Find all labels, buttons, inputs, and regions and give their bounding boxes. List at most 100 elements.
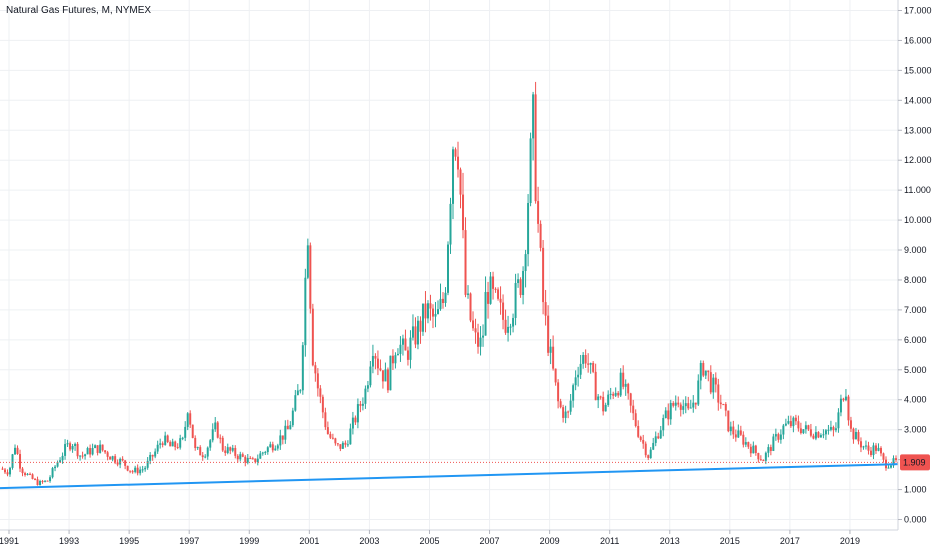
candle-body (864, 445, 867, 447)
candle-body (306, 245, 309, 278)
candle-body (472, 320, 475, 329)
candle-body (214, 422, 217, 430)
candle-body (549, 346, 552, 353)
candle-body (709, 372, 712, 393)
candle-body (489, 276, 492, 304)
candle-body (722, 404, 725, 406)
candle-body (156, 444, 159, 452)
candle-body (16, 447, 19, 455)
candle-body (356, 404, 359, 423)
candle-body (249, 457, 252, 459)
candle-body (344, 442, 347, 445)
candle-body (226, 447, 229, 453)
candle-body (582, 354, 585, 364)
candle-body (527, 202, 530, 255)
candle-body (51, 468, 54, 478)
candle-body (824, 430, 827, 435)
candle-body (647, 455, 650, 459)
candle-body (101, 444, 104, 451)
candle-body (514, 283, 517, 318)
candle-body (669, 402, 672, 420)
candle-body (474, 328, 477, 333)
x-tick-label: 1993 (59, 536, 79, 546)
candle-body (457, 156, 460, 170)
candle-body (757, 453, 760, 460)
candle-body (797, 421, 800, 429)
candle-body (79, 455, 82, 457)
candle-body (569, 400, 572, 412)
y-tick-label: 14.000 (904, 95, 932, 105)
candle-body (431, 308, 434, 317)
candle-body (654, 436, 657, 443)
candle-body (822, 434, 825, 436)
candle-body (46, 480, 49, 482)
candle-body (627, 383, 630, 394)
candle-body (584, 354, 587, 364)
candle-body (219, 437, 222, 439)
y-tick-label: 7.000 (904, 305, 927, 315)
y-tick-label: 5.000 (904, 365, 927, 375)
candle-body (847, 396, 850, 421)
candle-body (494, 288, 497, 290)
candle-body (547, 315, 550, 353)
candle-body (794, 417, 797, 422)
candle-body (574, 377, 577, 386)
candle-body (839, 398, 842, 413)
candle-body (11, 454, 14, 468)
candle-body (324, 412, 327, 428)
candle-body (121, 458, 124, 461)
candle-body (632, 405, 635, 414)
candle-body (136, 467, 139, 474)
candle-body (211, 429, 214, 441)
x-tick-label: 1995 (119, 536, 139, 546)
candle-body (842, 398, 845, 401)
y-tick-label: 15.000 (904, 65, 932, 75)
candle-body (889, 465, 892, 468)
candle-body (724, 404, 727, 411)
candle-body (146, 460, 149, 468)
candle-body (567, 411, 570, 413)
x-tick-label: 2001 (299, 536, 319, 546)
candle-body (86, 448, 89, 455)
candle-body (479, 337, 482, 347)
candle-body (744, 442, 747, 445)
x-tick-label: 2003 (359, 536, 379, 546)
candle-body (684, 403, 687, 407)
candle-body (702, 362, 705, 376)
candle-body (699, 362, 702, 381)
candle-body (449, 203, 452, 245)
candle-body (542, 247, 545, 303)
candle-body (149, 454, 152, 461)
candle-body (639, 436, 642, 440)
candle-body (416, 320, 419, 345)
candle-body (534, 94, 537, 202)
candle-body (341, 442, 344, 449)
candle-body (832, 427, 835, 431)
candle-body (414, 326, 417, 345)
candle-body (852, 428, 855, 440)
candle-body (854, 432, 857, 440)
candle-body (502, 302, 505, 320)
candle-body (64, 444, 67, 456)
candle-body (769, 447, 772, 451)
candle-body (124, 460, 127, 466)
candle-body (764, 452, 767, 461)
candle-body (749, 446, 752, 454)
candle-body (804, 425, 807, 430)
x-tick-label: 2005 (419, 536, 439, 546)
candle-body (452, 149, 455, 204)
candle-body (789, 421, 792, 427)
candle-body (266, 447, 269, 453)
y-tick-label: 6.000 (904, 335, 927, 345)
candle-body (849, 420, 852, 429)
candle-body (99, 444, 102, 453)
candle-body (394, 355, 397, 364)
candle-body (512, 317, 515, 327)
candle-body (459, 169, 462, 195)
candle-body (161, 443, 164, 445)
trend-line[interactable] (0, 463, 899, 490)
candle-body (21, 468, 24, 474)
x-tick-label: 2015 (720, 536, 740, 546)
candle-body (426, 303, 429, 319)
